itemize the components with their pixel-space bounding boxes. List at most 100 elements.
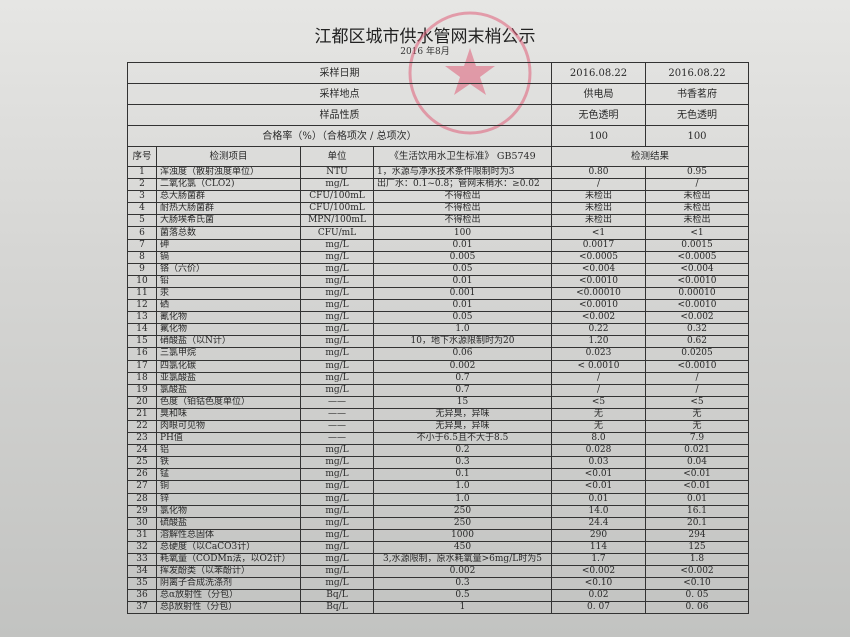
row-no: 19 (127, 383, 157, 397)
standard-limit: 0.002 (373, 359, 552, 373)
row-no: 36 (127, 589, 157, 603)
table-row: 34 挥发酚类（以苯酚计） mg/L 0.002 <0.002 <0.002 (127, 565, 749, 579)
item-name: 氰化物 (156, 311, 301, 325)
table-row: 22 肉眼可见物 —— 无异臭，异味无无 (127, 419, 749, 434)
item-name: 大肠埃希氏菌 (156, 214, 301, 228)
table-row: 24 铝 mg/L 0.2 0.028 0.021 (127, 444, 749, 458)
row-no: 37 (127, 601, 157, 615)
result-1: 0.023 (551, 347, 646, 361)
unit: mg/L (300, 323, 374, 337)
standard-limit: 不得检出 (373, 190, 552, 204)
item-name: 臭和味 (156, 407, 301, 421)
result-2: 未检出 (645, 190, 749, 204)
row-no: 3 (127, 190, 157, 204)
table-row: 31 溶解性总固体 mg/L 1000 290 294 (127, 528, 749, 542)
summary-label: 采样日期 (127, 62, 552, 84)
unit: MPN/100mL (300, 214, 374, 228)
result-1: <1 (551, 226, 646, 240)
result-1: 未检出 (551, 202, 646, 216)
unit: —— (300, 395, 374, 409)
item-name: 铬（六价） (156, 262, 301, 276)
result-1: 290 (551, 528, 646, 542)
summary-label: 合格率（%）（合格项次 / 总项次） (127, 125, 552, 147)
summary-value-1: 100 (551, 125, 646, 147)
result-1: / (551, 178, 646, 192)
item-name: 硫酸盐 (156, 516, 301, 530)
unit: mg/L (300, 565, 374, 579)
result-2: 16.1 (645, 504, 749, 518)
result-1: 0.03 (551, 456, 646, 470)
standard-limit: 1 (373, 601, 552, 615)
row-no: 34 (127, 565, 157, 579)
standard-limit: 1000 (373, 528, 552, 542)
unit: mg/L (300, 552, 374, 567)
item-name: 浑浊度（散射浊度单位） (156, 165, 301, 180)
item-name: PH值 (156, 432, 301, 446)
item-name: 镉 (156, 250, 301, 264)
standard-limit: 0.001 (373, 286, 552, 301)
row-no: 25 (127, 456, 157, 470)
result-2: <0.0005 (645, 250, 749, 264)
table-row: 16 三氯甲烷 mg/L 0.06 0.023 0.0205 (127, 347, 749, 361)
item-name: 挥发酚类（以苯酚计） (156, 565, 301, 579)
row-no: 2 (127, 178, 157, 192)
table-row: 2 二氧化氯（CLO2) mg/L 出厂水：0.1~0.8；管网末梢水：≥0.02// (127, 178, 749, 192)
row-no: 12 (127, 299, 157, 313)
unit: mg/L (300, 492, 374, 506)
standard-limit: 0.1 (373, 468, 552, 482)
row-no: 30 (127, 516, 157, 530)
result-2: <5 (645, 395, 749, 409)
result-1: 1.20 (551, 335, 646, 349)
row-no: 11 (127, 286, 157, 301)
table-row: 14 氟化物 mg/L 1.0 0.22 0.32 (127, 323, 749, 337)
table-row: 25 铁 mg/L 0.3 0.03 0.04 (127, 456, 749, 470)
result-1: <0.00010 (551, 286, 646, 301)
row-no: 17 (127, 359, 157, 373)
item-name: 氯酸盐 (156, 383, 301, 397)
result-2: <0.002 (645, 311, 749, 325)
result-1: <0.01 (551, 468, 646, 482)
result-2: <1 (645, 226, 749, 240)
result-2: 0.32 (645, 323, 749, 337)
row-no: 32 (127, 540, 157, 555)
unit: mg/L (300, 274, 374, 288)
table-row: 26 锰 mg/L 0.1 <0.01 <0.01 (127, 468, 749, 482)
result-2: <0.0010 (645, 299, 749, 313)
result-2: 0.95 (645, 165, 749, 180)
result-2: <0.10 (645, 577, 749, 591)
result-2: 0.0015 (645, 238, 749, 252)
row-no: 29 (127, 504, 157, 518)
result-1: 0.80 (551, 165, 646, 180)
table-row: 29 氯化物 mg/L 250 14.0 16.1 (127, 504, 749, 518)
summary-value-2: 无色透明 (645, 104, 749, 126)
unit: mg/L (300, 480, 374, 494)
result-1: 0. 07 (551, 601, 646, 615)
result-1: / (551, 371, 646, 385)
item-name: 总硬度（以CaCO3计） (156, 540, 301, 555)
table-row: 33 耗氧量（CODMn法，以O2计） mg/L 3,水源限制，原水耗氧量>6mg/L… (127, 552, 749, 567)
standard-limit: 1.0 (373, 492, 552, 506)
unit: mg/L (300, 504, 374, 518)
standard-limit: 0.05 (373, 311, 552, 325)
table-row: 17 四氯化碳 mg/L 0.002 < 0.0010 <0.0010 (127, 359, 749, 373)
item-name: 四氯化碳 (156, 359, 301, 373)
item-name: 色度（铂钴色度单位） (156, 395, 301, 409)
table-row: 3 总大肠菌群 CFU/100mL 不得检出 未检出 未检出 (127, 190, 749, 204)
summary-row: 合格率（%）（合格项次 / 总项次） 100 100 (127, 125, 749, 147)
unit: mg/L (300, 311, 374, 325)
table-row: 37 总β放射性（分包） Bq/L 1 0. 07 0. 06 (127, 601, 749, 615)
result-1: <0.004 (551, 262, 646, 276)
row-no: 22 (127, 419, 157, 434)
standard-limit: 3,水源限制，原水耗氧量>6mg/L时为5 (373, 552, 552, 567)
result-2: 1.8 (645, 552, 749, 567)
standard-limit: 10，地下水源限制时为20 (373, 335, 552, 349)
unit: mg/L (300, 178, 374, 192)
item-name: 铜 (156, 480, 301, 494)
result-2: <0.004 (645, 262, 749, 276)
table-row: 23 PH值 —— 不小于6.5且不大于8.5 8.0 7.9 (127, 432, 749, 446)
result-1: 14.0 (551, 504, 646, 518)
result-1: <0.01 (551, 480, 646, 494)
row-no: 33 (127, 552, 157, 567)
item-name: 溶解性总固体 (156, 528, 301, 542)
result-2: / (645, 371, 749, 385)
